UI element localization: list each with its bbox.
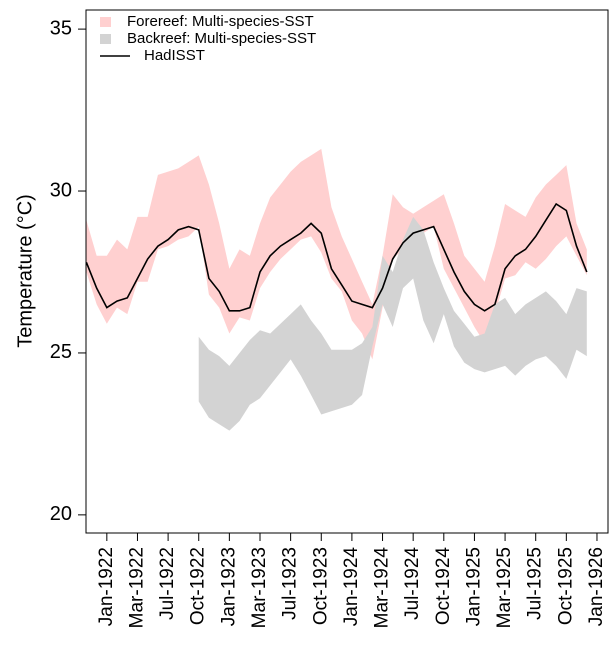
x-tick-label: Jul-1922 [157, 547, 178, 620]
x-tick-label: Jan-1924 [341, 547, 362, 627]
y-tick-label: 25 [50, 341, 72, 363]
legend-label: Backreef: Multi-species-SST [127, 30, 316, 47]
x-tick-label: Jan-1925 [463, 547, 484, 626]
x-tick-label: Oct-1924 [433, 547, 454, 626]
plot-frame [85, 9, 609, 534]
line-series [85, 202, 588, 312]
x-tick-label: Jan-1923 [218, 547, 239, 626]
band-area [86, 148, 587, 360]
x-tick-label: Mar-1925 [494, 547, 515, 628]
x-tick-label: Oct-1925 [555, 547, 576, 625]
y-tick-label: 30 [50, 179, 72, 201]
y-axis-label: Temperature (°C) [14, 194, 36, 348]
x-tick-label: Jan-1922 [96, 547, 117, 626]
x-tick-label: Jul-1923 [280, 547, 301, 620]
legend-label: Forereef: Multi-species-SST [127, 13, 314, 30]
legend-swatch [100, 17, 111, 27]
legend-label: HadISST [144, 47, 205, 64]
x-tick-label: Mar-1922 [126, 547, 147, 628]
x-tick-label: Oct-1923 [310, 547, 331, 625]
x-tick-label: Oct-1922 [188, 547, 209, 625]
legend-swatch [100, 34, 111, 44]
x-tick-label: Jul-1924 [402, 547, 423, 620]
band-area [198, 216, 587, 431]
y-tick-label: 20 [50, 503, 72, 525]
x-tick-label: Mar-1924 [372, 547, 393, 629]
y-tick-label: 35 [50, 17, 72, 39]
x-tick-label: Jul-1925 [525, 547, 546, 620]
x-tick-label: Jan-1926 [586, 547, 607, 626]
x-tick-label: Mar-1923 [249, 547, 270, 628]
